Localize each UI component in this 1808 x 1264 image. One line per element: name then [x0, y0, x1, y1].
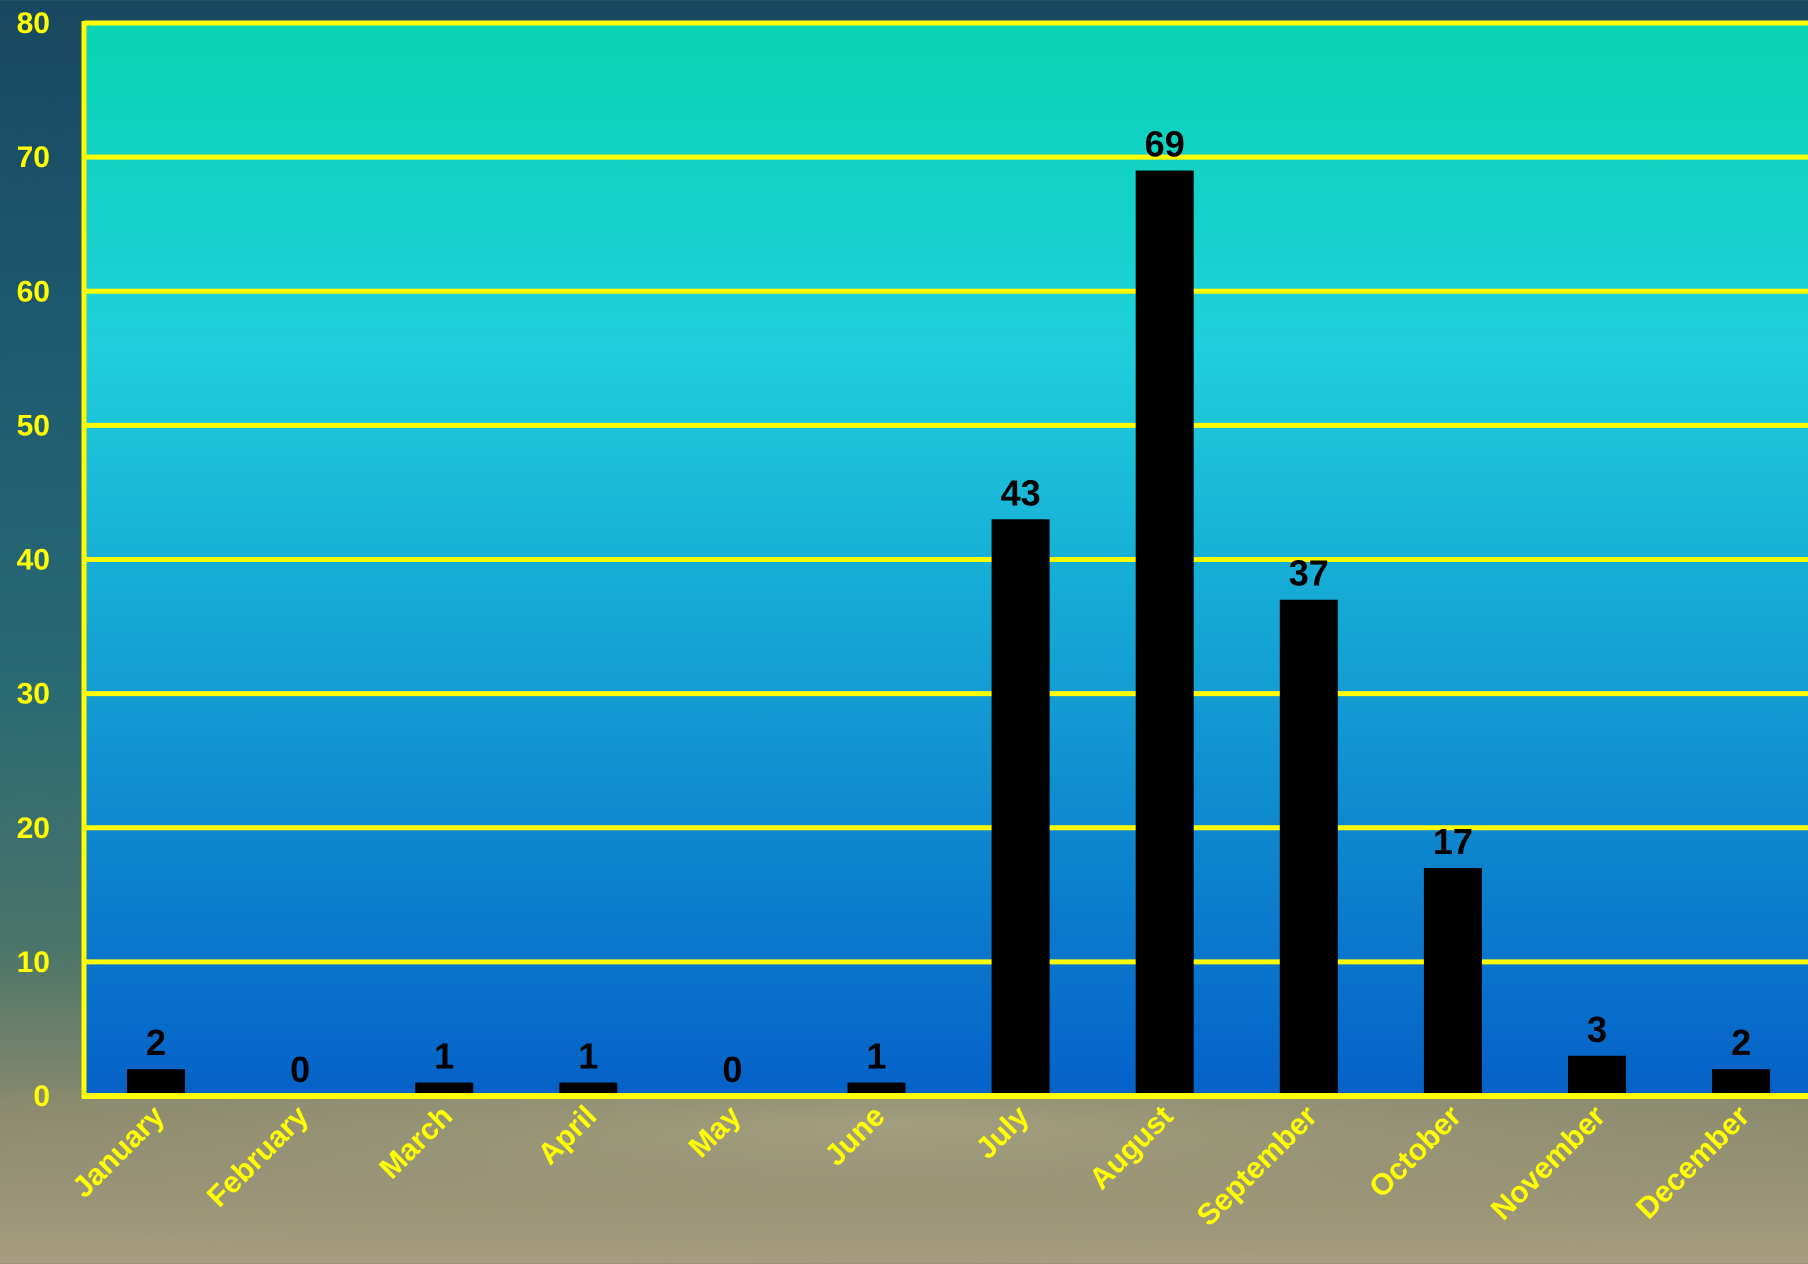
data-label-february: 0 [290, 1049, 310, 1090]
data-label-december: 2 [1731, 1022, 1751, 1063]
data-label-march: 1 [434, 1036, 454, 1077]
bar-december [1712, 1069, 1771, 1093]
y-tick-label: 80 [17, 7, 50, 40]
bar-september [1279, 599, 1338, 1093]
bar-august [1135, 170, 1194, 1094]
data-label-april: 1 [578, 1036, 598, 1077]
data-label-august: 69 [1145, 124, 1185, 165]
y-tick-label: 20 [17, 812, 50, 845]
sand-floor [0, 1090, 1808, 1264]
y-tick-label: 50 [17, 409, 50, 442]
bar-july [991, 519, 1050, 1093]
y-axis-tick-labels: 0 10 20 30 40 50 60 70 80 [17, 7, 50, 1113]
y-tick-label: 0 [33, 1080, 50, 1113]
bar-april [559, 1082, 618, 1093]
data-label-january: 2 [146, 1022, 166, 1063]
y-tick-label: 10 [17, 946, 50, 979]
data-labels: 2 0 1 1 0 1 43 69 37 17 3 2 [146, 124, 1751, 1090]
data-label-november: 3 [1587, 1009, 1607, 1050]
data-label-july: 43 [1001, 472, 1041, 513]
y-tick-label: 40 [17, 544, 50, 577]
data-label-june: 1 [866, 1036, 886, 1077]
bar-october [1423, 867, 1482, 1093]
y-tick-label: 60 [17, 275, 50, 308]
data-label-october: 17 [1433, 821, 1473, 862]
y-tick-label: 70 [17, 141, 50, 174]
bars [127, 170, 1771, 1094]
data-label-september: 37 [1289, 553, 1329, 594]
grid-lines [81, 20, 1808, 1099]
bar-january [127, 1069, 185, 1093]
data-label-may: 0 [722, 1049, 742, 1090]
bar-march [415, 1082, 474, 1093]
y-tick-label: 30 [17, 678, 50, 711]
bar-november [1568, 1055, 1626, 1093]
bar-june [847, 1082, 906, 1093]
